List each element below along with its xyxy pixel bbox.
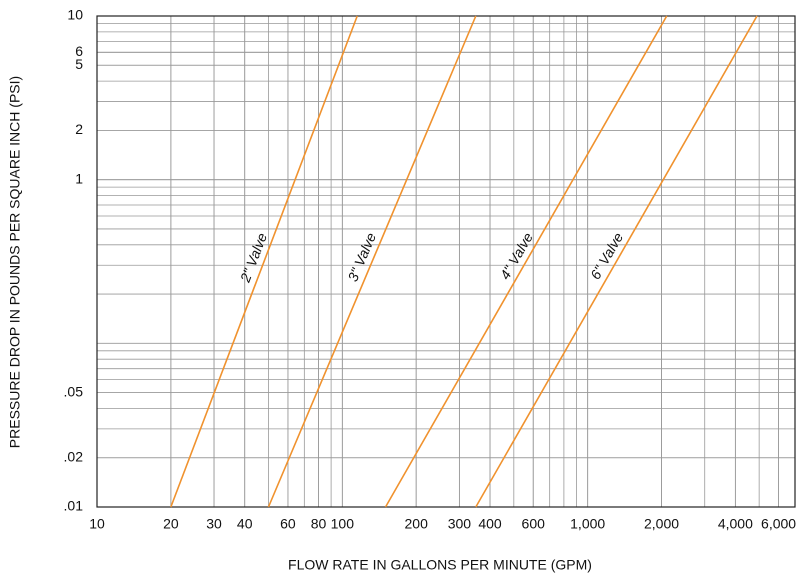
x-tick-label: 600 <box>522 516 546 532</box>
series-line <box>170 15 358 508</box>
y-tick-label: .02 <box>64 448 84 464</box>
y-tick-label: .01 <box>64 498 84 514</box>
series-line <box>267 15 477 508</box>
x-tick-label: 40 <box>237 516 253 532</box>
x-tick-label: 20 <box>163 516 179 532</box>
x-tick-label: 300 <box>448 516 472 532</box>
x-tick-label: 6,000 <box>761 516 796 532</box>
y-axis-title: PRESSURE DROP IN POUNDS PER SQUARE INCH … <box>7 76 23 448</box>
x-tick-label: 200 <box>405 516 429 532</box>
x-tick-label: 100 <box>331 516 355 532</box>
x-tick-label: 80 <box>311 516 327 532</box>
x-axis-title: FLOW RATE IN GALLONS PER MINUTE (GPM) <box>288 557 592 573</box>
plot-frame <box>96 15 796 508</box>
y-tick-label: .05 <box>64 383 84 399</box>
x-tick-label: 4,000 <box>718 516 753 532</box>
y-tick-label: 1 <box>75 170 83 186</box>
x-tick-label: 60 <box>280 516 296 532</box>
series-line <box>384 15 668 508</box>
x-tick-label: 30 <box>206 516 222 532</box>
series-line <box>475 15 758 508</box>
x-tick-label: 10 <box>89 516 105 532</box>
x-tick-label: 2,000 <box>644 516 679 532</box>
x-tick-label: 1,000 <box>570 516 605 532</box>
y-tick-label: 10 <box>67 7 83 23</box>
x-tick-label: 400 <box>478 516 502 532</box>
y-tick-label: 5 <box>75 56 83 72</box>
y-tick-label: 2 <box>75 121 83 137</box>
y-tick-label: 6 <box>75 43 83 59</box>
